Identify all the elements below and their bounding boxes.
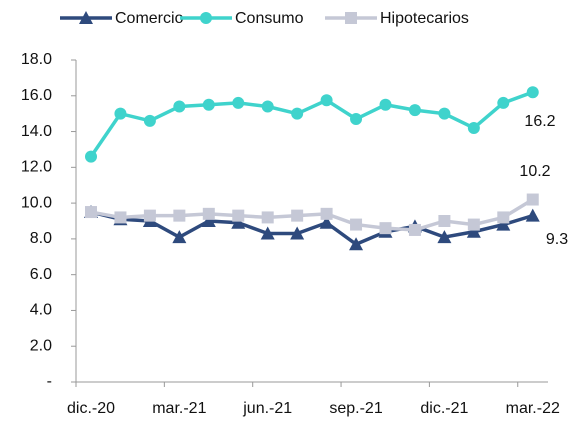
legend-marker: [200, 12, 212, 24]
y-tick-label: 4.0: [30, 302, 52, 319]
point: [497, 211, 510, 224]
point: [408, 223, 421, 236]
x-tick-label: mar.-22: [506, 400, 560, 417]
legend-label: Hipotecarios: [380, 10, 469, 27]
point: [467, 218, 480, 231]
point: [320, 94, 333, 107]
point: [437, 230, 452, 244]
point: [526, 86, 539, 99]
point: [201, 214, 216, 227]
point: [496, 217, 511, 231]
point: [261, 100, 274, 113]
point: [143, 209, 156, 222]
y-tick-label: 14.0: [21, 123, 52, 140]
point: [231, 215, 246, 229]
point: [497, 96, 510, 109]
y-tick-label: 10.0: [21, 194, 52, 211]
series-line: [90, 198, 534, 232]
legend-marker: [345, 12, 357, 24]
point: [320, 207, 333, 220]
y-tick-label: 6.0: [30, 266, 52, 283]
point: [525, 208, 540, 222]
point: [379, 222, 392, 235]
point: [408, 104, 421, 117]
point: [526, 193, 539, 206]
x-tick-label: dic.-21: [420, 400, 468, 417]
data-label: 16.2: [524, 113, 555, 130]
point: [173, 209, 186, 222]
point: [114, 107, 127, 120]
point: [438, 215, 451, 227]
point: [350, 113, 363, 126]
point: [379, 98, 392, 111]
y-tick-label: 8.0: [30, 230, 52, 247]
y-tick-label: 12.0: [21, 159, 52, 176]
point: [202, 207, 215, 220]
y-tick-label: 2.0: [30, 337, 52, 354]
data-label: 9.3: [546, 231, 568, 248]
x-tick-label: dic.-20: [67, 400, 115, 417]
legend-label: Comercio: [115, 10, 184, 27]
point: [350, 218, 363, 231]
y-tick-label: 16.0: [21, 87, 52, 104]
point: [319, 215, 334, 229]
series-line: [90, 210, 534, 247]
point: [202, 98, 215, 111]
point: [291, 107, 304, 120]
point: [143, 114, 156, 127]
point: [114, 211, 127, 224]
point: [172, 230, 187, 244]
point: [261, 211, 274, 224]
point: [232, 209, 245, 222]
y-tick-label: -: [47, 373, 52, 390]
point: [349, 237, 364, 251]
point: [260, 226, 275, 240]
x-tick-label: jun.-21: [242, 400, 292, 417]
point: [173, 100, 186, 113]
x-tick-label: mar.-21: [152, 400, 206, 417]
legend-label: Consumo: [235, 10, 304, 27]
y-tick-label: 18.0: [21, 51, 52, 68]
x-tick-label: sep.-21: [329, 400, 382, 417]
legend-marker: [79, 11, 93, 24]
data-label: 10.2: [519, 163, 550, 180]
point: [232, 96, 245, 109]
point: [291, 209, 304, 222]
point: [467, 121, 480, 134]
point: [290, 226, 305, 240]
point: [85, 206, 97, 219]
point: [438, 107, 451, 120]
series-line: [89, 90, 534, 158]
point: [466, 224, 481, 238]
point: [85, 150, 97, 163]
